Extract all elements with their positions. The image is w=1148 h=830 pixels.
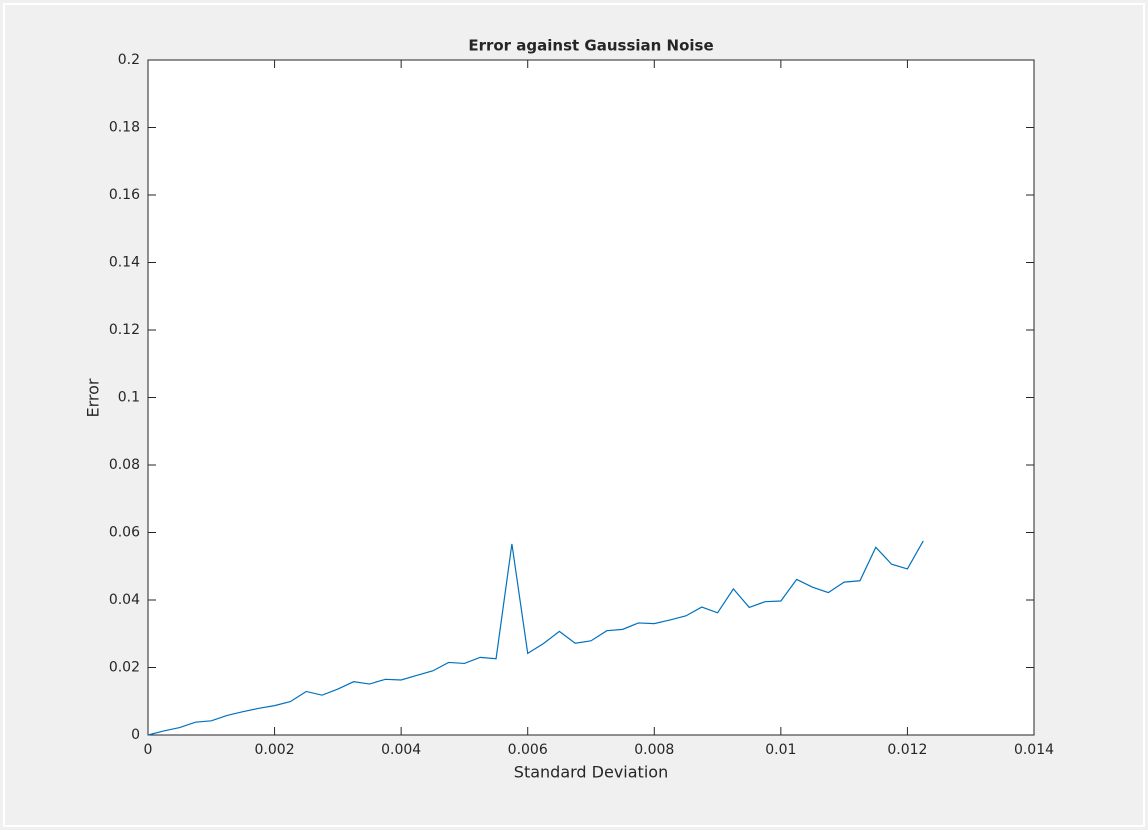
x-tick-label: 0.014 [1014, 742, 1054, 758]
y-tick-label: 0.02 [109, 660, 140, 676]
y-tick-label: 0.12 [109, 322, 140, 338]
y-tick-label: 0.2 [118, 52, 140, 68]
y-axis-label: Error [84, 378, 103, 417]
y-tick-label: 0.14 [109, 255, 140, 271]
x-tick-label: 0.012 [887, 742, 927, 758]
plot-area [147, 59, 1035, 736]
x-tick-label: 0 [144, 742, 153, 758]
y-tick-label: 0.06 [109, 525, 140, 541]
y-tick-label: 0.1 [118, 390, 140, 406]
x-tick-label: 0.002 [255, 742, 295, 758]
x-axis-label: Standard Deviation [514, 763, 668, 782]
x-tick-label: 0.008 [634, 742, 674, 758]
y-tick-label: 0.18 [109, 120, 140, 136]
y-tick-label: 0 [131, 727, 140, 743]
x-tick-label: 0.01 [765, 742, 796, 758]
x-tick-label: 0.004 [381, 742, 421, 758]
y-tick-label: 0.04 [109, 592, 140, 608]
y-tick-label: 0.08 [109, 457, 140, 473]
chart-title: Error against Gaussian Noise [468, 37, 713, 55]
x-tick-label: 0.006 [508, 742, 548, 758]
data-line [147, 540, 924, 736]
y-tick-label: 0.16 [109, 187, 140, 203]
